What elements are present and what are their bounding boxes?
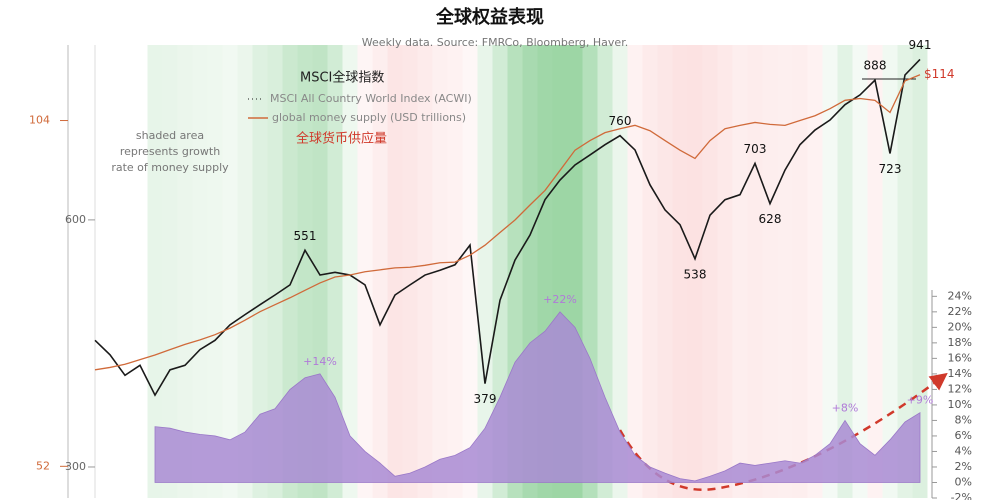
band xyxy=(252,45,268,498)
area xyxy=(154,311,921,483)
y-tick-label: 300 xyxy=(65,460,86,473)
annotation: 628 xyxy=(759,212,782,226)
annotation: 551 xyxy=(294,229,317,243)
band xyxy=(837,45,853,498)
band xyxy=(627,45,643,498)
line xyxy=(94,58,921,397)
band xyxy=(222,45,238,498)
growth-annotation: +22% xyxy=(543,293,577,306)
band xyxy=(162,45,178,498)
band xyxy=(147,45,163,498)
annotation: 723 xyxy=(879,162,902,176)
legend-title: 全球货币供应量 xyxy=(296,131,387,147)
growth-annotation: +8% xyxy=(832,401,859,414)
band xyxy=(897,45,913,498)
band xyxy=(462,45,478,498)
band xyxy=(477,45,493,498)
band xyxy=(432,45,448,498)
band xyxy=(822,45,838,498)
band xyxy=(267,45,283,498)
annotation: 379 xyxy=(474,392,497,406)
band xyxy=(207,45,223,498)
band xyxy=(807,45,823,498)
y2-tick-label: 20% xyxy=(948,320,972,333)
band xyxy=(192,45,208,498)
band xyxy=(642,45,658,498)
y2-tick-label: 6% xyxy=(955,429,972,442)
annotation: 703 xyxy=(744,142,767,156)
y2-tick-label: 22% xyxy=(948,305,972,318)
band xyxy=(912,45,928,498)
annotation: 888 xyxy=(864,59,887,73)
band xyxy=(597,45,613,498)
note: represents growth xyxy=(120,145,220,158)
band xyxy=(657,45,673,498)
band xyxy=(237,45,253,498)
y2-tick-label: -2% xyxy=(951,491,972,500)
legend-label: global money supply (USD trillions) xyxy=(272,111,466,124)
legend-title: MSCI全球指数 xyxy=(300,70,384,86)
band xyxy=(717,45,733,498)
subtitle: Weekly data. Source: FMRCo, Bloomberg, H… xyxy=(362,36,628,49)
note: rate of money supply xyxy=(111,161,229,174)
band xyxy=(492,45,508,498)
y-tick-label: 600 xyxy=(65,213,86,226)
band xyxy=(417,45,433,498)
annotation: 760 xyxy=(609,114,632,128)
legend-label: MSCI All Country World Index (ACWI) xyxy=(270,92,472,105)
line xyxy=(94,74,921,371)
band xyxy=(402,45,418,498)
band xyxy=(867,45,883,498)
band xyxy=(762,45,778,498)
note: shaded area xyxy=(136,129,204,142)
band xyxy=(177,45,193,498)
growth-annotation: +9% xyxy=(907,394,934,407)
annotation: 941 xyxy=(909,38,932,52)
y2-tick-label: 8% xyxy=(955,413,972,426)
y2-tick-label: 16% xyxy=(948,351,972,364)
y3-tick-label: 104 xyxy=(29,114,50,127)
band xyxy=(777,45,793,498)
band xyxy=(447,45,463,498)
growth-annotation: +14% xyxy=(303,355,337,368)
band xyxy=(612,45,628,498)
y3-tick-label: 52 xyxy=(36,459,50,472)
y2-tick-label: 0% xyxy=(955,475,972,488)
chart-title: 全球权益表现 xyxy=(435,6,544,28)
y2-tick-label: 12% xyxy=(948,382,972,395)
y2-tick-label: 10% xyxy=(948,398,972,411)
annotation: 538 xyxy=(684,267,707,281)
money-label: $114 xyxy=(924,67,955,81)
band xyxy=(687,45,703,498)
band xyxy=(882,45,898,498)
band xyxy=(372,45,388,498)
band xyxy=(792,45,808,498)
y2-tick-label: 24% xyxy=(948,289,972,302)
band xyxy=(747,45,763,498)
band xyxy=(702,45,718,498)
band xyxy=(387,45,403,498)
band xyxy=(282,45,298,498)
y2-tick-label: 2% xyxy=(955,460,972,473)
y2-tick-label: 14% xyxy=(948,367,972,380)
y2-tick-label: 4% xyxy=(955,444,972,457)
band xyxy=(342,45,358,498)
trend-arrow xyxy=(618,372,948,491)
band xyxy=(732,45,748,498)
band xyxy=(852,45,868,498)
y2-tick-label: 18% xyxy=(948,336,972,349)
band xyxy=(672,45,688,498)
